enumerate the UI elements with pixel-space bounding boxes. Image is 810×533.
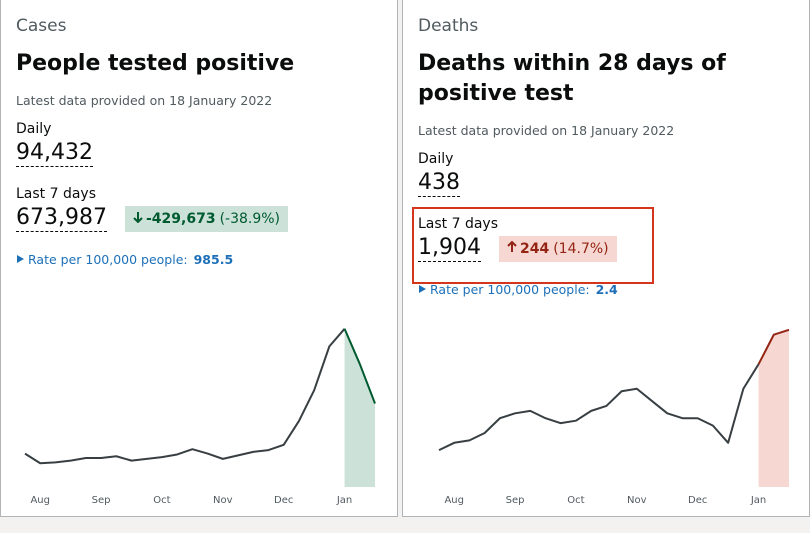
daily-label: Daily bbox=[16, 121, 52, 137]
deaths-card: Deaths Deaths within 28 days of positive… bbox=[402, 0, 810, 517]
x-tick-label: Jan bbox=[336, 495, 352, 506]
rate-value: 985.5 bbox=[193, 252, 234, 267]
rate-label: Rate per 100,000 people: bbox=[430, 282, 590, 297]
arrow-up bbox=[507, 240, 517, 252]
rate-toggle[interactable] bbox=[418, 284, 430, 294]
week-label: Last 7 days bbox=[418, 216, 499, 232]
x-tick-label: Oct bbox=[567, 495, 584, 506]
daily-label: Daily bbox=[418, 151, 454, 167]
cases-chart: Aug Sep Oct Nov Dec Jan bbox=[24, 328, 376, 506]
daily-value[interactable]: 438 bbox=[418, 170, 460, 197]
rate-label: Rate per 100,000 people: bbox=[28, 252, 188, 267]
change-value: -429,673 bbox=[145, 211, 216, 227]
highlight-area bbox=[344, 328, 375, 487]
week-value[interactable]: 1,904 bbox=[418, 235, 481, 262]
highlight-line bbox=[757, 328, 790, 365]
change-percent: (-38.9%) bbox=[219, 211, 281, 227]
cases-card: Cases People tested positive Latest data… bbox=[0, 0, 398, 517]
x-tick-label: Aug bbox=[444, 495, 464, 506]
week-label: Last 7 days bbox=[16, 186, 97, 202]
x-tick-label: Nov bbox=[627, 495, 647, 506]
change-value: 244 bbox=[519, 241, 550, 257]
arrow-down bbox=[133, 212, 143, 224]
x-tick-label: Dec bbox=[274, 495, 293, 506]
line bbox=[438, 363, 760, 452]
latest-date: Latest data provided on 18 January 2022 bbox=[418, 123, 675, 138]
week-row: 673,987 -429,673 (-38.9%) bbox=[16, 204, 397, 233]
x-tick-label: Oct bbox=[153, 495, 170, 506]
latest-date: Latest data provided on 18 January 2022 bbox=[16, 93, 273, 108]
highlight-line bbox=[343, 328, 376, 404]
change-percent: (14.7%) bbox=[553, 241, 609, 257]
rate-toggle[interactable] bbox=[16, 254, 28, 264]
x-tick-label: Aug bbox=[30, 495, 50, 506]
rate-link[interactable]: Rate per 100,000 people: 2.4 bbox=[418, 280, 809, 300]
card-title: Deaths within 28 days of positive test bbox=[418, 51, 726, 106]
rate-link[interactable]: Rate per 100,000 people: 985.5 bbox=[16, 250, 397, 270]
deaths-chart: Aug Sep Oct Nov Dec Jan bbox=[438, 328, 790, 506]
highlight-box bbox=[412, 207, 654, 284]
rate-value: 2.4 bbox=[595, 282, 618, 297]
card-title: People tested positive bbox=[16, 51, 295, 76]
card-heading: Deaths bbox=[418, 16, 479, 36]
x-tick-label: Sep bbox=[506, 495, 525, 506]
week-value[interactable]: 673,987 bbox=[16, 205, 107, 232]
highlight-area bbox=[758, 329, 789, 487]
x-tick-label: Sep bbox=[92, 495, 111, 506]
card-heading: Cases bbox=[16, 16, 67, 36]
week-row: 1,904 244 (14.7%) bbox=[418, 234, 809, 263]
x-tick-label: Dec bbox=[688, 495, 707, 506]
change-badge: -429,673 (-38.9%) bbox=[124, 206, 289, 232]
x-tick-label: Jan bbox=[750, 495, 766, 506]
daily-value[interactable]: 94,432 bbox=[16, 140, 93, 167]
change-badge: 244 (14.7%) bbox=[498, 236, 617, 262]
x-tick-label: Nov bbox=[213, 495, 233, 506]
line bbox=[24, 328, 346, 465]
